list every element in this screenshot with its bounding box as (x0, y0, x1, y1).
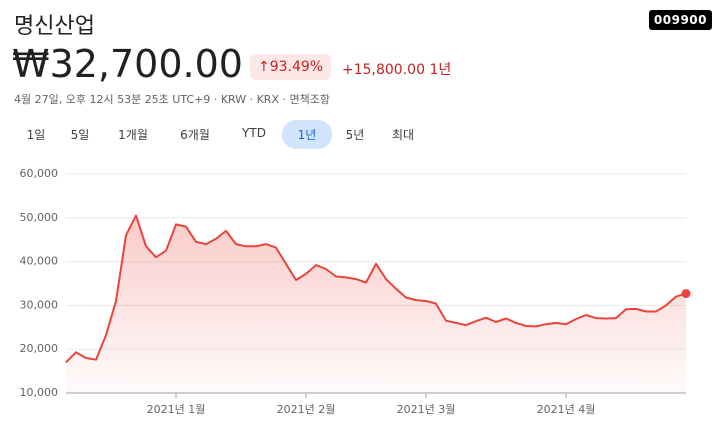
area (66, 215, 686, 393)
range-tab[interactable]: 6개월 (180, 128, 210, 142)
range-tab[interactable]: YTD (242, 126, 266, 140)
ticker-badge: 009900 (648, 10, 712, 30)
price: ₩32,700.00 (12, 42, 243, 86)
range-tab[interactable]: 5년 (345, 128, 365, 142)
y-tick-label: 40,000 (20, 255, 59, 268)
range-tab[interactable]: 최대 (391, 128, 415, 142)
change-period: 1년 (429, 62, 452, 78)
range-tab[interactable]: 1일 (26, 128, 46, 142)
y-tick-label: 20,000 (20, 342, 59, 355)
range-tab[interactable]: 1년 (282, 120, 332, 149)
x-tick-label: 2021년 4월 (537, 403, 596, 416)
y-tick-label: 30,000 (20, 298, 59, 311)
last-point (681, 289, 691, 299)
x-tick-label: 2021년 1월 (147, 403, 206, 416)
x-tick-label: 2021년 2월 (277, 403, 336, 416)
change-percent: ↑93.49% (250, 54, 332, 80)
y-tick-label: 60,000 (20, 167, 59, 180)
y-tick-label: 10,000 (20, 386, 59, 399)
meta-info: 4월 27일, 오후 12시 53분 25초 UTC+9 · KRW · KRX… (14, 93, 330, 106)
range-tabs: 1일 5일 1개월 6개월 YTD 1년 5년 최대 (14, 120, 428, 149)
y-tick-label: 50,000 (20, 211, 59, 224)
range-tab[interactable]: 5일 (70, 128, 90, 142)
price-line (65, 214, 687, 364)
range-tab[interactable]: 1개월 (118, 128, 148, 142)
x-tick-label: 2021년 3월 (397, 403, 456, 416)
change-value: +15,800.00 (342, 62, 425, 78)
stock-name: 명신산업 (14, 14, 95, 39)
change: +15,800.00 1년 (342, 59, 451, 79)
